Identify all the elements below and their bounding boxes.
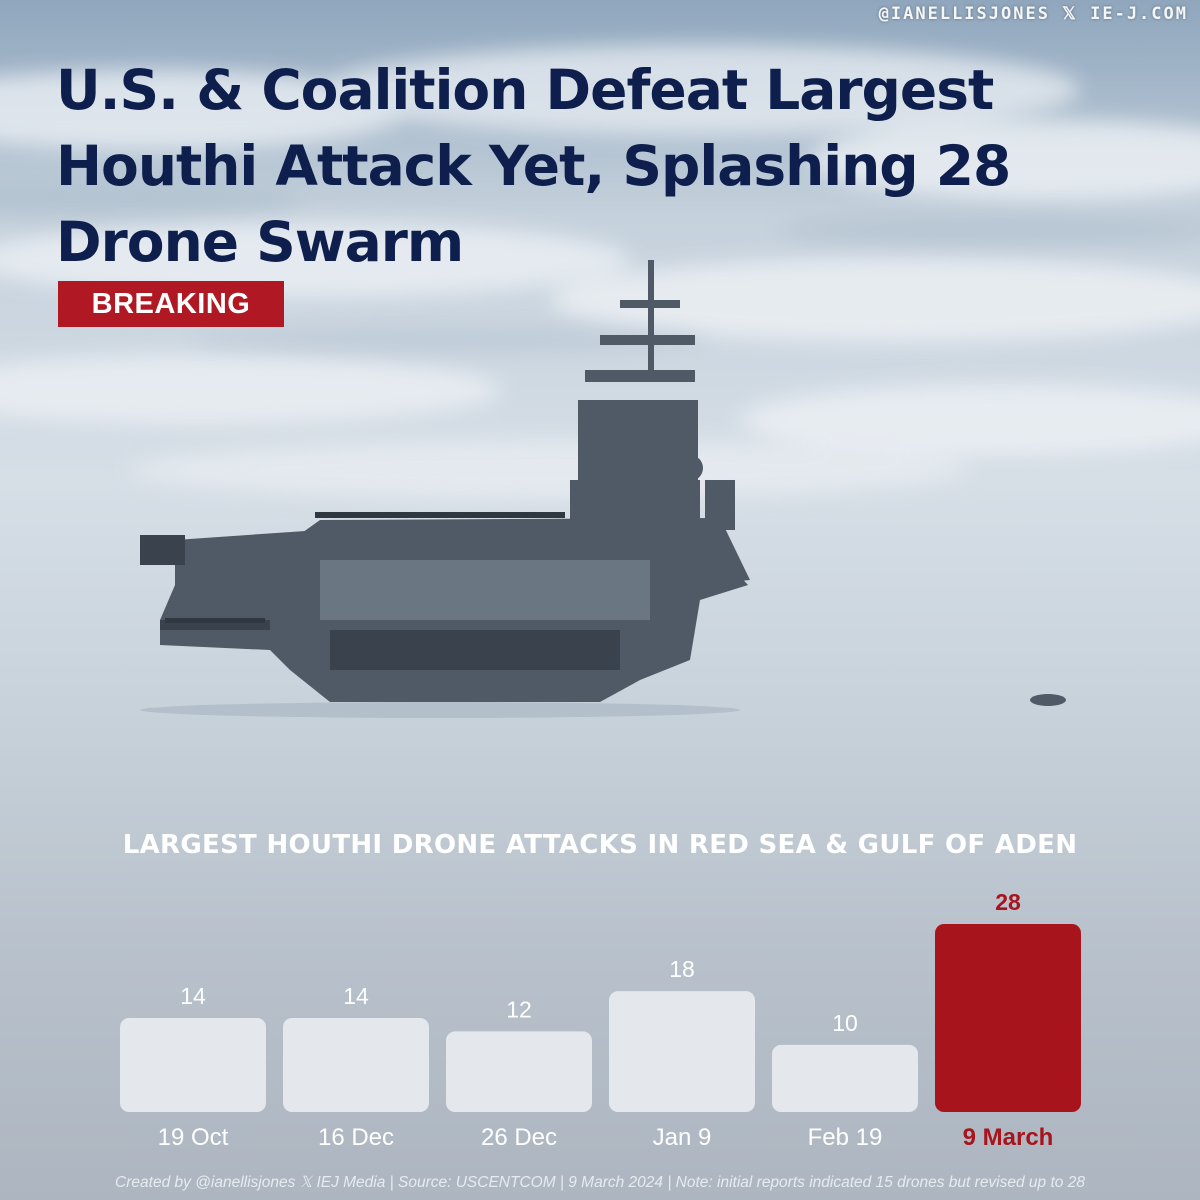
headline: U.S. & Coalition Defeat Largest Houthi A… bbox=[56, 58, 1011, 274]
breaking-badge: BREAKING bbox=[58, 281, 284, 327]
bar-jan-9 bbox=[609, 991, 755, 1112]
bar-value-label: 10 bbox=[832, 1010, 858, 1036]
bar-value-label: 14 bbox=[343, 983, 369, 1009]
bar-value-label: 18 bbox=[669, 956, 695, 982]
bar-9-march bbox=[935, 924, 1081, 1112]
category-label: 19 Oct bbox=[158, 1124, 229, 1151]
bar-feb-19 bbox=[772, 1044, 918, 1112]
category-label: Feb 19 bbox=[808, 1124, 883, 1151]
bar-16-dec bbox=[283, 1018, 429, 1112]
category-label: 16 Dec bbox=[318, 1124, 394, 1151]
chart-title: LARGEST HOUTHI DRONE ATTACKS IN RED SEA … bbox=[122, 830, 1078, 860]
category-label: Jan 9 bbox=[653, 1124, 712, 1151]
category-label: 26 Dec bbox=[481, 1124, 557, 1151]
footer-credits: Created by @ianellisjones 𝕏 IEJ Media | … bbox=[115, 1174, 1085, 1191]
author-handle: @IANELLISJONES 𝕏 IE-J.COM bbox=[878, 4, 1188, 24]
bar-value-label: 28 bbox=[995, 889, 1021, 915]
bar-26-dec bbox=[446, 1031, 592, 1112]
bar-chart: 14 19 Oct 14 16 Dec 12 26 Dec 18 Jan 9 10 Feb 19 2… bbox=[120, 889, 1081, 1151]
aircraft-carrier-illustration bbox=[140, 260, 1066, 718]
category-label: 9 March bbox=[963, 1124, 1054, 1151]
bar-value-label: 12 bbox=[506, 996, 532, 1022]
bar-19-oct bbox=[120, 1018, 266, 1112]
bar-value-label: 14 bbox=[180, 983, 206, 1009]
